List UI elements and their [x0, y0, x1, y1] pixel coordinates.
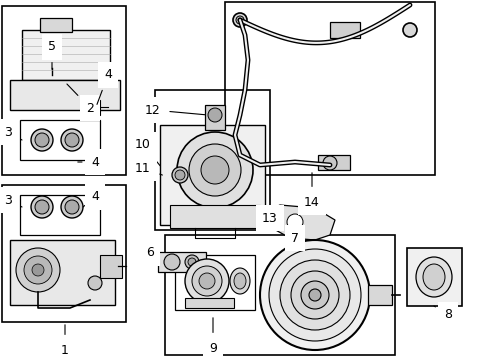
Text: 3: 3	[4, 126, 22, 140]
Bar	[2, 6, 126, 175]
Circle shape	[177, 132, 252, 208]
Bar	[160, 125, 264, 225]
Ellipse shape	[42, 76, 62, 85]
Bar	[406, 248, 461, 306]
Circle shape	[192, 266, 222, 296]
Circle shape	[32, 264, 44, 276]
Circle shape	[260, 240, 369, 350]
Circle shape	[268, 249, 360, 341]
Bar	[367, 285, 391, 305]
Text: 2: 2	[67, 84, 94, 114]
Text: 4: 4	[78, 156, 99, 168]
Ellipse shape	[65, 200, 79, 214]
Bar	[2, 185, 126, 322]
Text: 10: 10	[135, 139, 160, 166]
Ellipse shape	[35, 133, 49, 147]
Ellipse shape	[175, 170, 184, 180]
Circle shape	[207, 108, 222, 122]
Ellipse shape	[38, 73, 66, 87]
Text: 6: 6	[146, 247, 158, 260]
Bar	[170, 205, 260, 228]
Bar	[10, 240, 115, 305]
Circle shape	[301, 281, 328, 309]
Bar	[20, 120, 100, 160]
Circle shape	[290, 271, 338, 319]
Circle shape	[201, 156, 228, 184]
Ellipse shape	[236, 16, 244, 24]
Ellipse shape	[31, 129, 53, 151]
Bar	[317, 155, 349, 170]
Ellipse shape	[187, 258, 196, 266]
Text: 5: 5	[48, 40, 56, 69]
Ellipse shape	[61, 196, 83, 218]
Ellipse shape	[61, 129, 83, 151]
Bar	[100, 255, 122, 278]
Text: 3: 3	[4, 194, 22, 207]
Circle shape	[308, 289, 320, 301]
Bar	[85, 100, 100, 115]
Bar	[158, 252, 205, 272]
Text: 7: 7	[290, 231, 298, 247]
Ellipse shape	[163, 254, 180, 270]
Bar	[22, 30, 110, 80]
Polygon shape	[264, 205, 334, 240]
Ellipse shape	[229, 268, 249, 294]
Ellipse shape	[172, 167, 187, 183]
Circle shape	[16, 248, 60, 292]
Text: 12: 12	[145, 104, 205, 117]
Text: 4: 4	[83, 190, 99, 207]
Text: 14: 14	[304, 173, 319, 208]
Ellipse shape	[402, 23, 416, 37]
Text: 4: 4	[97, 68, 112, 104]
Text: 8: 8	[433, 306, 451, 321]
Bar	[40, 18, 72, 32]
Circle shape	[88, 276, 102, 290]
Circle shape	[286, 214, 303, 230]
Bar	[175, 255, 254, 310]
Text: 11: 11	[135, 162, 162, 175]
Bar	[10, 80, 120, 110]
Ellipse shape	[65, 133, 79, 147]
Ellipse shape	[234, 273, 245, 289]
Ellipse shape	[415, 257, 451, 297]
Text: 9: 9	[209, 318, 217, 355]
Ellipse shape	[31, 196, 53, 218]
Circle shape	[189, 144, 241, 196]
Circle shape	[199, 273, 215, 289]
Bar	[329, 22, 359, 38]
Ellipse shape	[35, 200, 49, 214]
Circle shape	[280, 260, 349, 330]
Bar	[184, 298, 234, 308]
Text: 1: 1	[61, 325, 69, 356]
Circle shape	[24, 256, 52, 284]
Ellipse shape	[422, 264, 444, 290]
Ellipse shape	[184, 255, 199, 269]
Bar	[155, 90, 269, 230]
Bar	[224, 2, 434, 175]
Ellipse shape	[232, 13, 246, 27]
Bar	[204, 105, 224, 130]
Ellipse shape	[323, 156, 336, 170]
Text: 13: 13	[262, 211, 277, 225]
Circle shape	[184, 259, 228, 303]
Bar	[164, 235, 394, 355]
Bar	[20, 195, 100, 235]
